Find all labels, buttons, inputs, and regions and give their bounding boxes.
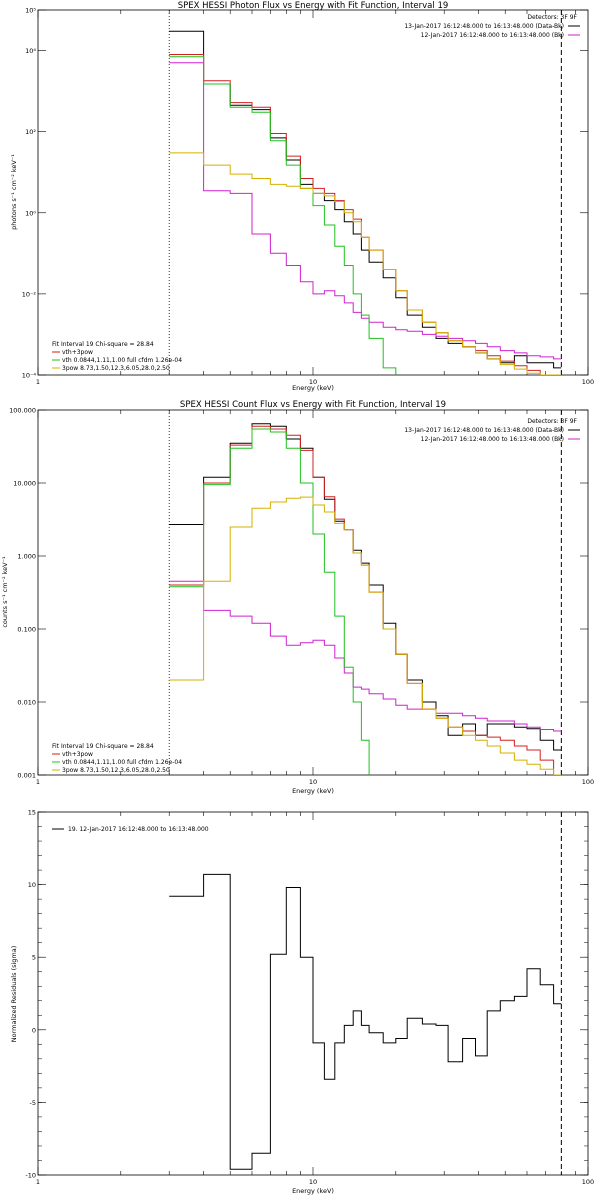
- count-y-tick-label: 10.000: [13, 480, 36, 488]
- count-series-4-line: [169, 496, 562, 775]
- residuals-x-axis-label: Energy (keV): [292, 1187, 334, 1195]
- residuals-y-tick-label: 5: [32, 954, 36, 962]
- count-flux-panel: SPEX HESSI Count Flux vs Energy with Fit…: [1, 400, 594, 795]
- photon-series-2-line: [169, 54, 562, 375]
- count-y-tick-label: 0.001: [17, 772, 36, 780]
- count-fit-legend-2: vth 0.0844,1.11,1.00 full cfdm 1.26e-04: [62, 759, 182, 766]
- photon-series-0-line: [169, 30, 562, 369]
- count-series-0-line: [169, 423, 562, 751]
- count-fit-info: Fit Interval 19 Chi-square = 28.84: [52, 743, 154, 750]
- residuals-series-0-line: [169, 873, 562, 1170]
- photon-y-tick-label: 10⁻²: [22, 290, 37, 298]
- residuals-x-tick-label: 100: [582, 1178, 594, 1186]
- photon-x-tick-label: 1: [36, 378, 40, 386]
- residuals-x-tick-label: 1: [36, 1178, 40, 1186]
- photon-fit-legend-1: vth+3pow: [62, 349, 93, 356]
- count-x-tick-label: 1: [36, 778, 40, 786]
- residuals-y-tick-label: 0: [32, 1026, 36, 1034]
- photon-x-tick-label: 100: [582, 378, 594, 386]
- count-detectors-label: Detectors: 3F 9F: [527, 418, 577, 425]
- count-series-1-line: [169, 580, 562, 732]
- photon-data-legend-1: 13-Jan-2017 16:12:48.000 to 16:13:48.000…: [404, 23, 564, 30]
- count-y-tick-label: 1.000: [17, 553, 36, 561]
- photon-data-legend-2: 12-Jan-2017 16:12:48.000 to 16:13:48.000…: [421, 32, 564, 39]
- count-x-tick-label: 100: [582, 778, 594, 786]
- photon-y-tick-label: 10⁵: [25, 7, 36, 15]
- photon-detectors-label: Detectors: 3F 9F: [527, 14, 577, 21]
- photon-series-3-line: [169, 56, 397, 375]
- residuals-y-tick-label: -10: [25, 1172, 36, 1180]
- photon-fit-info: Fit Interval 19 Chi-square = 28.84: [52, 341, 154, 348]
- count-y-tick-label: 0.100: [17, 626, 36, 634]
- count-y-axis-label: counts s⁻¹ cm⁻² keV⁻¹: [1, 556, 9, 628]
- count-series-2-line: [169, 425, 562, 775]
- residuals-legend: 19. 12-Jan-2017 16:12:48.000 to 16:13:48…: [68, 826, 209, 833]
- photon-series-1-line: [169, 62, 562, 360]
- photon-y-tick-label: 10⁻⁴: [22, 372, 37, 380]
- count-panel-title: SPEX HESSI Count Flux vs Energy with Fit…: [180, 400, 446, 410]
- photon-y-tick-label: 10⁰: [25, 209, 36, 217]
- photon-x-axis-label: Energy (keV): [292, 384, 334, 392]
- count-x-tick-label: 10: [309, 778, 317, 786]
- residuals-x-tick-label: 10: [309, 1178, 317, 1186]
- count-data-legend-1: 13-Jan-2017 16:12:48.000 to 16:13:48.000…: [404, 427, 564, 434]
- photon-fit-legend-2: vth 0.0844,1.11,1.00 full cfdm 1.26e-04: [62, 357, 182, 364]
- photon-y-tick-label: 10²: [25, 128, 36, 136]
- residuals-y-tick-label: -5: [30, 1099, 36, 1107]
- photon-panel-title: SPEX HESSI Photon Flux vs Energy with Fi…: [178, 1, 449, 11]
- count-fit-legend-1: vth+3pow: [62, 751, 93, 758]
- count-y-tick-label: 100.000: [9, 407, 36, 415]
- photon-y-tick-label: 10⁴: [25, 47, 36, 55]
- count-y-tick-label: 0.010: [17, 699, 36, 707]
- count-fit-legend-3: 3pow 8.73,1.50,12.3,6.05,28.0,2.50: [62, 767, 170, 774]
- residuals-y-tick-label: 10: [28, 881, 36, 889]
- count-x-axis-label: Energy (keV): [292, 787, 334, 795]
- photon-flux-panel: SPEX HESSI Photon Flux vs Energy with Fi…: [10, 1, 594, 392]
- residuals-y-tick-label: 15: [28, 809, 36, 817]
- count-data-legend-2: 12-Jan-2017 16:12:48.000 to 16:13:48.000…: [421, 436, 564, 443]
- photon-fit-legend-3: 3pow 8.73,1.50,12.3,6.05,28.0,2.50: [62, 365, 170, 372]
- count-series-3-line: [169, 428, 370, 775]
- residuals-panel: Energy (keV) Normalized Residuals (sigma…: [10, 809, 594, 1196]
- photon-y-axis-label: photons s⁻¹ cm⁻² keV⁻¹: [10, 154, 18, 230]
- photon-series-4-line: [169, 152, 562, 375]
- photon-x-tick-label: 10: [309, 378, 317, 386]
- residuals-y-axis-label: Normalized Residuals (sigma): [10, 946, 18, 1043]
